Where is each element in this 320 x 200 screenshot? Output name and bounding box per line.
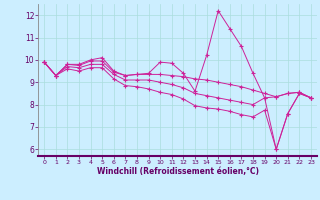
- X-axis label: Windchill (Refroidissement éolien,°C): Windchill (Refroidissement éolien,°C): [97, 167, 259, 176]
